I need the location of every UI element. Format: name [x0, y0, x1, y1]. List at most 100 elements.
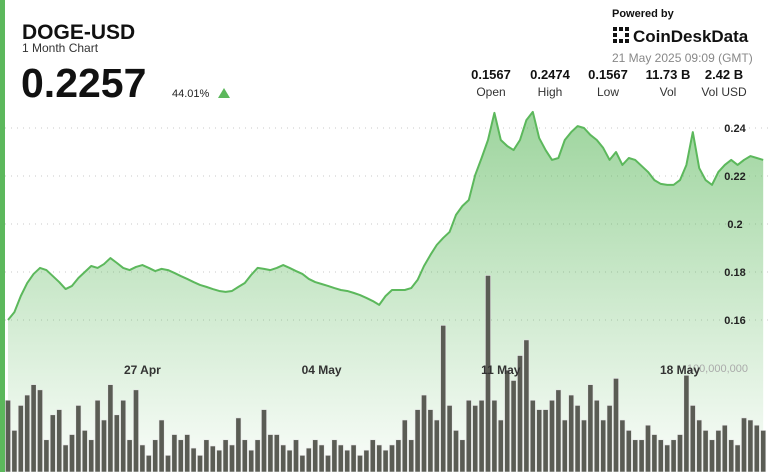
volume-bar	[24, 394, 31, 472]
volume-bar	[145, 455, 152, 472]
volume-bar	[459, 439, 466, 472]
volume-bar	[69, 434, 75, 472]
y-tick-label: 0.22	[724, 171, 745, 183]
volume-bar	[254, 439, 261, 472]
y-tick-label: 0.2	[727, 219, 742, 231]
volume-bar	[337, 444, 344, 472]
volume-bar	[88, 439, 95, 472]
volume-bar	[760, 430, 767, 472]
volume-bar	[401, 419, 408, 472]
powered-by: Powered by	[612, 8, 675, 20]
volume-bar	[433, 419, 440, 472]
volume-bar	[43, 439, 50, 472]
volume-bar	[600, 419, 607, 472]
x-tick-label: 04 May	[302, 363, 342, 377]
volume-bar	[497, 419, 504, 472]
volume-bar	[376, 444, 383, 472]
volume-bar	[753, 424, 760, 472]
stat-label: Vol USD	[701, 85, 747, 99]
volume-bar	[510, 380, 517, 472]
volume-bar	[715, 430, 722, 472]
volume-bar	[280, 444, 287, 472]
volume-bar	[369, 439, 376, 472]
volume-bar	[536, 409, 543, 472]
volume-bar	[113, 414, 120, 472]
volume-bar	[248, 449, 255, 472]
volume-bar	[440, 325, 447, 472]
volume-bar	[542, 409, 549, 472]
volume-bar	[651, 434, 658, 472]
volume-bar	[408, 439, 415, 472]
x-tick-label: 18 May	[660, 363, 700, 377]
volume-bar	[62, 444, 69, 472]
volume-bar	[619, 419, 626, 472]
volume-bar	[293, 439, 299, 472]
volume-bar	[216, 449, 223, 472]
volume-bar	[209, 445, 216, 472]
volume-bar	[485, 275, 491, 472]
volume-bar	[37, 389, 43, 472]
volume-bar	[222, 439, 229, 472]
price-area	[8, 111, 764, 472]
volume-bar	[350, 444, 357, 472]
volume-bar	[561, 419, 568, 472]
volume-bar	[190, 447, 197, 472]
volume-bar	[184, 434, 191, 472]
volume-bar	[229, 444, 235, 472]
volume-bar	[139, 444, 146, 472]
change: 44.01%	[172, 88, 210, 100]
volume-bar	[581, 419, 587, 472]
volume-bar	[670, 439, 677, 472]
volume-bar	[741, 417, 747, 472]
volume-bar	[606, 405, 613, 472]
stat-value: 0.1567	[471, 67, 511, 82]
brand-logo	[613, 27, 629, 43]
volume-bar	[11, 430, 18, 472]
volume-bar	[728, 439, 735, 472]
volume-bar	[171, 434, 178, 472]
y2-tick-label: 100,000,000	[687, 363, 748, 375]
volume-bar	[491, 399, 498, 472]
volume-bar	[17, 405, 24, 472]
volume-bar	[568, 394, 575, 472]
volume-bar	[702, 430, 709, 472]
volume-bar	[299, 455, 306, 472]
volume-bar	[197, 455, 203, 472]
stat-value: 2.42 B	[705, 67, 743, 82]
volume-bar	[613, 378, 619, 472]
volume-bar	[664, 444, 671, 472]
volume-bar	[133, 389, 139, 472]
volume-bar	[305, 447, 312, 472]
volume-bar	[331, 439, 338, 472]
volume-bar	[549, 399, 555, 472]
volume-bar	[638, 439, 645, 472]
volume-bar	[312, 439, 319, 472]
plot-area: 0.16 0.18 0.2 0.22 0.24 100,000,000 27 Apr 04 M…	[5, 110, 768, 472]
up-arrow	[218, 88, 230, 98]
volume-bar	[625, 430, 632, 472]
volume-bar	[555, 389, 562, 472]
volume-bar	[689, 405, 696, 472]
volume-bar	[120, 399, 127, 472]
x-tick-label: 27 Apr	[124, 363, 161, 377]
volume-bar	[523, 339, 530, 472]
volume-bar	[709, 439, 715, 472]
volume-bar	[632, 439, 639, 472]
volume-bar	[587, 384, 594, 472]
volume-bar	[267, 434, 274, 472]
y-tick-label: 0.16	[724, 315, 745, 327]
stat-label: Vol	[660, 85, 677, 99]
volume-bar	[286, 449, 293, 472]
stat-value: 0.1567	[588, 67, 628, 82]
volume-bar	[152, 439, 159, 472]
volume-bar	[158, 419, 165, 472]
volume-bar	[683, 374, 690, 472]
volume-bar	[395, 439, 402, 472]
volume-bar	[94, 399, 101, 472]
volume-bar	[5, 399, 11, 472]
volume-bar	[504, 369, 511, 472]
timestamp: 21 May 2025 09:09 (GMT)	[612, 51, 753, 65]
volume-bar	[389, 444, 395, 472]
price: 0.2257	[21, 60, 146, 106]
